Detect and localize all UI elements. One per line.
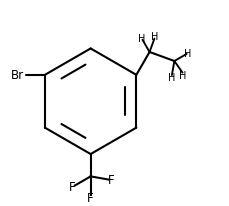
Text: H: H <box>184 49 191 59</box>
Text: F: F <box>108 174 114 186</box>
Text: H: H <box>179 70 186 80</box>
Text: H: H <box>138 33 145 43</box>
Text: F: F <box>87 191 93 204</box>
Text: H: H <box>150 32 158 42</box>
Text: Br: Br <box>11 69 24 82</box>
Text: H: H <box>167 73 175 83</box>
Text: F: F <box>68 180 75 193</box>
